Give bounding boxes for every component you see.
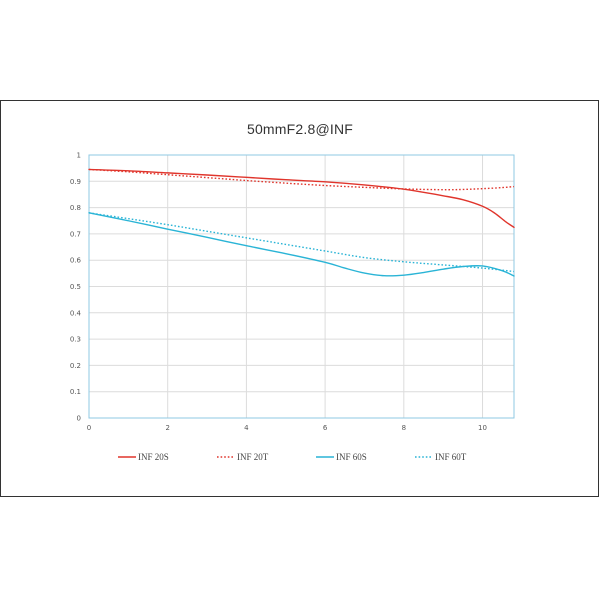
tick-labels: 00.10.20.30.40.50.60.70.80.910 2 4 6 8 10 — [70, 152, 487, 433]
plot-area-border — [88, 154, 515, 419]
chart-title: 50mmF2.8@INF — [246, 121, 354, 137]
axes — [88, 154, 515, 419]
y-tick-label: 0.9 — [70, 178, 81, 186]
legend-label-inf-20t: INF 20T — [237, 452, 269, 462]
y-tick-label: 0.2 — [70, 362, 81, 370]
series-line-inf-20t — [88, 168, 515, 191]
series-line-inf-60s — [88, 212, 515, 277]
y-tick-label: 0.8 — [70, 204, 81, 212]
y-tick-label: 1 — [77, 152, 81, 160]
x-tick-label: 0 — [87, 424, 91, 432]
y-tick-label: 0.6 — [70, 257, 82, 265]
legend-label-inf-60s: INF 60S — [336, 452, 367, 462]
series-line-inf-20s — [88, 168, 515, 229]
x-tick-label: 4 — [244, 424, 249, 432]
y-tick-label: 0.5 — [70, 283, 81, 291]
y-tick-label: 0.7 — [70, 230, 81, 238]
legend-label-inf-20s: INF 20S — [138, 452, 169, 462]
y-tick-label: 0.3 — [70, 336, 81, 344]
grid — [88, 154, 514, 419]
y-tick-label: 0.4 — [70, 309, 82, 317]
y-tick-label: 0 — [77, 415, 81, 423]
x-tick-label: 10 — [478, 424, 487, 432]
x-tick-label: 2 — [165, 424, 169, 432]
series-line-inf-60t — [88, 212, 515, 273]
x-tick-label: 6 — [323, 424, 328, 432]
y-tick-label: 0.1 — [70, 388, 81, 396]
legend-label-inf-60t: INF 60T — [435, 452, 467, 462]
legend: INF 20S INF 20T INF 60S INF 60T — [118, 452, 467, 462]
chart-frame — [0, 100, 599, 497]
x-tick-label: 8 — [402, 424, 406, 432]
series-lines — [88, 168, 515, 277]
